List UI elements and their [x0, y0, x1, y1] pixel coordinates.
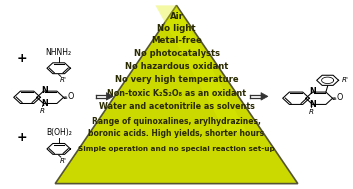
Text: Range of quinoxalines, arylhydrazines,: Range of quinoxalines, arylhydrazines,: [92, 117, 261, 126]
Text: R': R': [60, 77, 67, 83]
Text: +: +: [17, 131, 27, 144]
Text: N: N: [310, 101, 316, 109]
Polygon shape: [155, 5, 247, 132]
Text: No very high temperature: No very high temperature: [115, 75, 238, 84]
Polygon shape: [106, 93, 113, 100]
Polygon shape: [55, 5, 298, 184]
Text: N: N: [41, 86, 48, 95]
Text: R': R': [341, 77, 348, 83]
Text: Simple operation and no special reaction set-up: Simple operation and no special reaction…: [78, 146, 275, 152]
Text: R': R': [60, 158, 67, 164]
Text: O: O: [336, 93, 342, 102]
Polygon shape: [261, 93, 268, 100]
Text: Air: Air: [169, 12, 184, 21]
Text: No photocatalysts: No photocatalysts: [133, 49, 220, 58]
Text: N: N: [310, 87, 316, 96]
Text: +: +: [17, 52, 27, 65]
Text: No light: No light: [157, 24, 196, 33]
Text: R: R: [309, 108, 314, 115]
Text: B(OH)₂: B(OH)₂: [46, 128, 72, 137]
Text: boronic acids. High yields, shorter hours: boronic acids. High yields, shorter hour…: [89, 129, 264, 138]
Text: No hazardous oxidant: No hazardous oxidant: [125, 62, 228, 71]
Text: NHNH₂: NHNH₂: [46, 48, 72, 57]
Text: Water and acetonitrile as solvents: Water and acetonitrile as solvents: [98, 102, 255, 111]
Text: Non-toxic K₂S₂O₈ as an oxidant: Non-toxic K₂S₂O₈ as an oxidant: [107, 89, 246, 98]
Text: N: N: [41, 99, 48, 108]
Text: R: R: [40, 108, 44, 114]
Text: O: O: [67, 92, 73, 101]
Text: Metal-free: Metal-free: [151, 36, 202, 45]
